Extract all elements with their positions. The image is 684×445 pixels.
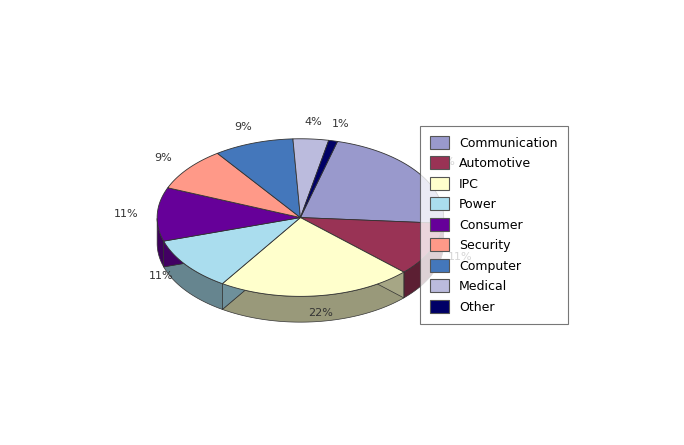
Text: 22%: 22% (308, 308, 333, 318)
Polygon shape (163, 241, 222, 309)
Polygon shape (300, 142, 444, 223)
Text: 11%: 11% (448, 252, 473, 262)
Text: 11%: 11% (114, 209, 138, 218)
Polygon shape (218, 139, 300, 218)
Polygon shape (168, 154, 300, 218)
Polygon shape (300, 218, 443, 249)
Polygon shape (157, 218, 163, 267)
Polygon shape (163, 218, 300, 283)
Polygon shape (300, 218, 404, 298)
Polygon shape (293, 139, 329, 218)
Polygon shape (404, 223, 443, 298)
Text: 22%: 22% (430, 157, 456, 167)
Polygon shape (300, 218, 443, 249)
Polygon shape (222, 218, 300, 309)
Polygon shape (222, 218, 404, 296)
Polygon shape (300, 218, 443, 272)
Polygon shape (163, 218, 300, 267)
Text: 9%: 9% (155, 153, 172, 163)
Polygon shape (222, 272, 404, 322)
Legend: Communication, Automotive, IPC, Power, Consumer, Security, Computer, Medical, Ot: Communication, Automotive, IPC, Power, C… (421, 126, 568, 324)
Text: 4%: 4% (304, 117, 322, 127)
Polygon shape (163, 218, 300, 267)
Polygon shape (300, 218, 404, 298)
Text: 11%: 11% (149, 271, 174, 281)
Polygon shape (157, 188, 300, 241)
Text: 9%: 9% (234, 122, 252, 132)
Polygon shape (300, 140, 337, 218)
Text: 1%: 1% (332, 119, 349, 129)
Polygon shape (222, 218, 300, 309)
